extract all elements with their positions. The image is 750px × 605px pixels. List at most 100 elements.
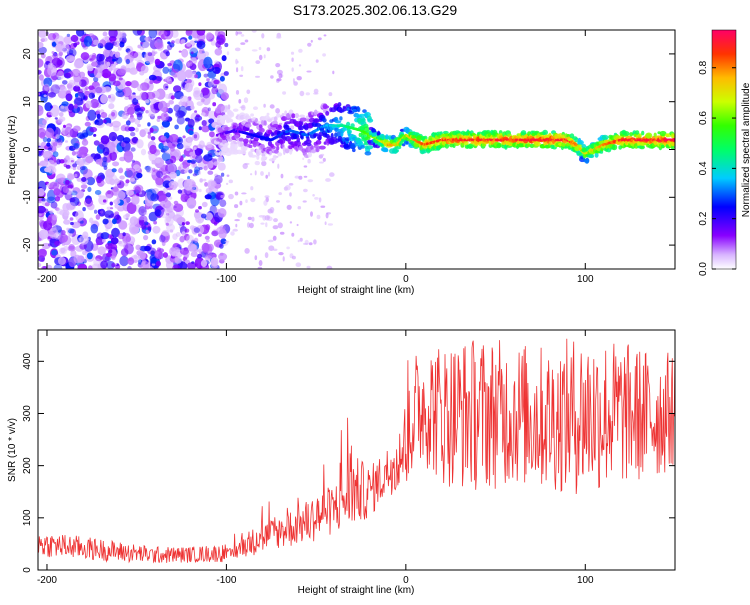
noise-blob [112,80,121,87]
ridge-mark [402,143,406,147]
noise-blob [207,180,216,190]
ridge-mark [250,148,255,153]
noise-blob [94,190,102,195]
noise-blob [122,86,132,98]
noise-blob [69,217,74,221]
noise-blob [152,188,159,194]
noise-blob [55,84,60,89]
noise-blob [73,142,80,149]
noise-blob [203,154,213,162]
noise-blob [73,103,78,109]
noise-speck [247,216,252,221]
noise-speck [272,225,279,230]
noise-blob [122,232,126,237]
noise-speck [241,104,246,111]
y-tick-label: 10 [22,96,33,108]
noise-blob [91,263,102,269]
noise-blob [99,210,104,214]
noise-speck [278,192,283,196]
noise-blob [134,118,141,125]
noise-blob [54,35,65,46]
ridge-mark [425,147,433,153]
noise-blob [179,247,189,255]
noise-blob [219,252,224,256]
ridge-mark [367,118,374,123]
noise-blob [81,139,89,146]
noise-blob [98,195,108,206]
noise-blob [102,49,110,58]
noise-blob [87,109,97,121]
noise-blob [143,235,149,241]
noise-speck [255,60,261,64]
noise-blob [74,72,79,77]
y-tick-label: 300 [22,405,33,422]
ridge-mark [274,149,279,154]
noise-blob [91,61,98,67]
ridge-mark [240,150,247,155]
noise-blob [42,119,47,125]
noise-blob [164,76,172,82]
noise-speck [332,70,335,75]
noise-blob [66,33,71,37]
noise-blob [212,102,217,107]
x-tick-label: 0 [403,575,409,586]
noise-blob [145,91,156,100]
noise-blob [170,95,175,100]
noise-speck [236,31,243,35]
y-tick-label: 400 [22,353,33,370]
noise-blob [188,35,193,40]
noise-speck [290,51,295,55]
noise-blob [219,199,227,207]
ridge-mark [267,118,273,123]
noise-blob [177,138,182,143]
noise-blob [167,142,173,147]
noise-blob [64,140,69,143]
ridge-mark [299,117,307,122]
ridge-mark [629,132,633,137]
y-tick-label: 100 [22,509,33,526]
colorbar-ticks: 0.0 0.2 0.4 0.6 0.8 [698,60,736,276]
noise-blob [156,170,163,178]
ridge-mark [442,130,449,134]
noise-speck [306,265,311,269]
ridge-mark [250,113,255,117]
noise-blob [100,232,110,240]
noise-blob [223,71,229,76]
noise-blob [171,40,175,44]
ridge-mark [377,130,381,137]
noise-blob [65,187,73,195]
noise-blob [188,130,194,136]
noise-blob [111,263,116,268]
noise-blob [202,144,206,148]
noise-blob [55,207,60,212]
noise-blob [52,142,58,147]
noise-blob [38,188,45,197]
noise-speck [235,223,238,228]
ridge-mark [298,120,304,126]
noise-blob [140,41,144,45]
noise-blob [110,207,114,210]
noise-blob [76,30,85,37]
noise-speck [244,39,249,43]
noise-blob [215,192,224,201]
noise-blob [192,173,198,177]
noise-blob [47,147,53,151]
noise-blob [44,202,50,207]
noise-blob [85,100,92,109]
snr-frame [37,329,676,571]
noise-blob [162,66,170,74]
noise-blob [139,91,147,101]
noise-speck [289,221,293,224]
noise-speck [226,174,230,177]
noise-blob [68,244,75,250]
ridge-mark [261,153,266,157]
noise-speck [254,160,260,166]
ridge-mark [223,147,230,153]
noise-blob [43,83,50,91]
noise-blob [81,86,86,92]
ridge-mark [276,145,280,151]
noise-speck [258,260,263,266]
ridge-mark [249,154,257,158]
noise-speck [313,239,317,245]
ridge-mark [276,113,281,118]
